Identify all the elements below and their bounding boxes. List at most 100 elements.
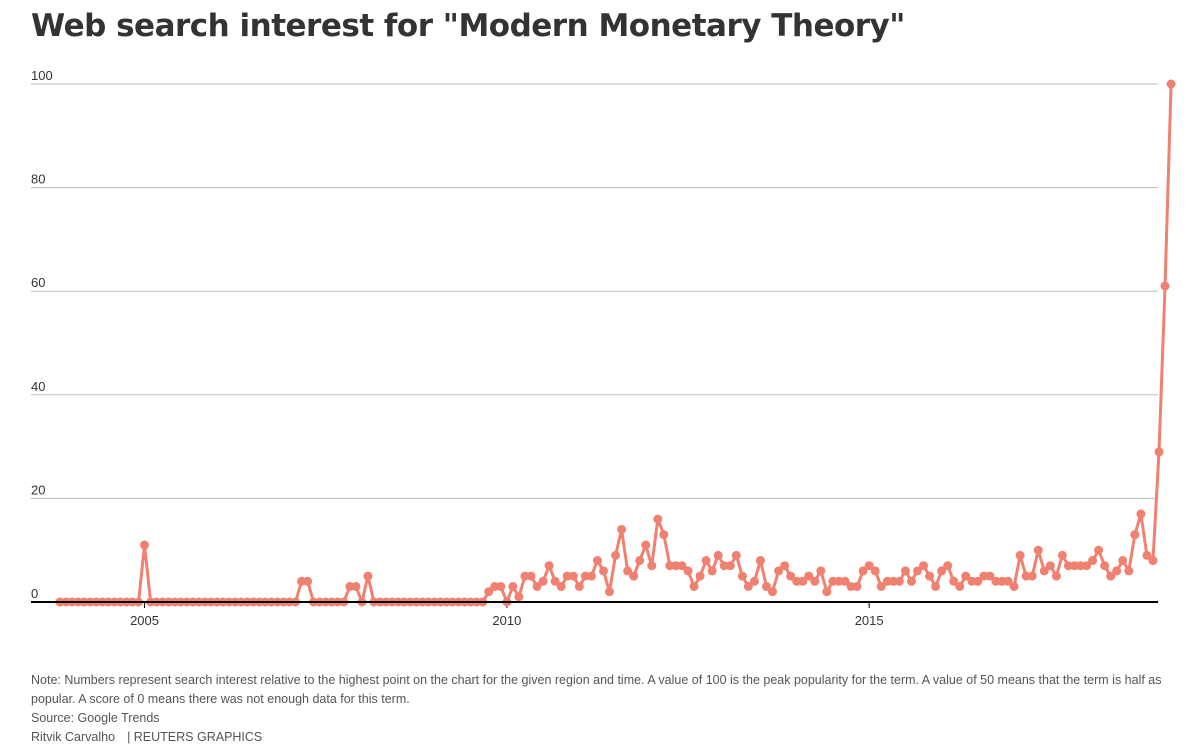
y-axis-labels: 0 20 40 60 80 100 bbox=[31, 68, 53, 601]
data-point bbox=[514, 592, 524, 602]
data-point bbox=[1027, 571, 1037, 581]
y-tick-label-100: 100 bbox=[31, 68, 53, 83]
x-tick-label-2010: 2010 bbox=[492, 613, 521, 628]
y-tick-label-0: 0 bbox=[31, 586, 38, 601]
data-point bbox=[749, 576, 759, 586]
data-point bbox=[961, 571, 971, 581]
data-point bbox=[762, 581, 771, 591]
data-point bbox=[1009, 581, 1019, 591]
data-point bbox=[876, 581, 886, 591]
data-point bbox=[937, 566, 947, 576]
data-point bbox=[774, 566, 784, 576]
data-point bbox=[786, 571, 796, 581]
data-point bbox=[1057, 550, 1067, 560]
data-point bbox=[574, 581, 584, 591]
data-point bbox=[508, 581, 518, 591]
data-point bbox=[1148, 556, 1158, 566]
data-point bbox=[484, 587, 494, 597]
data-point bbox=[840, 576, 850, 586]
gridlines bbox=[31, 83, 1158, 499]
data-point bbox=[919, 561, 928, 571]
data-point bbox=[822, 587, 832, 597]
source-text: Source: Google Trends bbox=[31, 711, 160, 725]
data-point bbox=[1088, 556, 1098, 566]
data-point bbox=[973, 576, 983, 586]
data-point bbox=[532, 581, 542, 591]
data-point bbox=[906, 576, 916, 586]
data-point bbox=[1112, 566, 1122, 576]
data-point bbox=[1118, 556, 1128, 566]
data-point bbox=[864, 561, 874, 571]
data-points bbox=[55, 79, 1176, 607]
data-point bbox=[496, 581, 506, 591]
y-tick-label-60: 60 bbox=[31, 275, 45, 290]
data-point bbox=[586, 571, 596, 581]
data-point bbox=[538, 576, 548, 586]
data-point bbox=[743, 581, 753, 591]
data-point bbox=[707, 566, 717, 576]
data-point bbox=[303, 576, 313, 586]
org-credit: | REUTERS GRAPHICS bbox=[127, 730, 263, 744]
data-point bbox=[894, 576, 904, 586]
data-point bbox=[1154, 447, 1164, 457]
data-point bbox=[931, 581, 941, 591]
data-point bbox=[1142, 550, 1152, 560]
data-point bbox=[140, 540, 150, 550]
data-point bbox=[617, 524, 627, 534]
x-tick-label-2015: 2015 bbox=[855, 613, 884, 628]
author-name: Ritvik Carvalho bbox=[31, 730, 116, 744]
data-point bbox=[605, 587, 614, 597]
note-text: Note: Numbers represent search interest … bbox=[31, 673, 1162, 706]
data-point bbox=[731, 550, 741, 560]
data-point bbox=[544, 561, 554, 571]
data-point bbox=[755, 556, 765, 566]
data-point bbox=[1051, 571, 1061, 581]
data-point bbox=[949, 576, 959, 586]
data-point bbox=[798, 576, 808, 586]
data-point bbox=[623, 566, 633, 576]
y-tick-label-40: 40 bbox=[31, 379, 45, 394]
data-point bbox=[677, 561, 687, 571]
data-point bbox=[810, 576, 820, 586]
credit-line: Ritvik Carvalho | REUTERS GRAPHICS bbox=[31, 728, 1171, 747]
data-point bbox=[858, 566, 868, 576]
data-point bbox=[1166, 79, 1176, 89]
data-point bbox=[1124, 566, 1134, 576]
data-point bbox=[351, 581, 361, 591]
data-point bbox=[683, 566, 693, 576]
data-point bbox=[526, 571, 536, 581]
data-point bbox=[900, 566, 910, 576]
data-point bbox=[363, 571, 373, 581]
series-line bbox=[60, 83, 1173, 604]
data-point bbox=[725, 561, 735, 571]
data-point bbox=[1033, 545, 1043, 555]
data-point bbox=[870, 566, 880, 576]
data-point bbox=[1082, 561, 1092, 571]
data-point bbox=[804, 571, 814, 581]
data-point bbox=[1003, 576, 1013, 586]
data-point bbox=[1039, 566, 1049, 576]
data-point bbox=[925, 571, 935, 581]
data-point bbox=[713, 550, 723, 560]
x-tick-label-2005: 2005 bbox=[130, 613, 159, 628]
data-point bbox=[1160, 281, 1170, 291]
data-point bbox=[1136, 509, 1146, 519]
data-point bbox=[852, 581, 862, 591]
data-point bbox=[653, 514, 663, 524]
data-point bbox=[701, 556, 711, 566]
data-point bbox=[912, 566, 922, 576]
data-point bbox=[641, 540, 651, 550]
data-point bbox=[689, 581, 699, 591]
data-point bbox=[556, 581, 566, 591]
data-point bbox=[635, 556, 645, 566]
data-point bbox=[780, 561, 790, 571]
y-tick-label-80: 80 bbox=[31, 172, 45, 187]
data-point bbox=[737, 571, 747, 581]
data-point bbox=[1045, 561, 1055, 571]
footnote: Note: Numbers represent search interest … bbox=[31, 671, 1171, 747]
data-point bbox=[1130, 530, 1140, 540]
data-point bbox=[550, 576, 560, 586]
y-tick-label-20: 20 bbox=[31, 482, 45, 497]
data-point bbox=[1094, 545, 1104, 555]
